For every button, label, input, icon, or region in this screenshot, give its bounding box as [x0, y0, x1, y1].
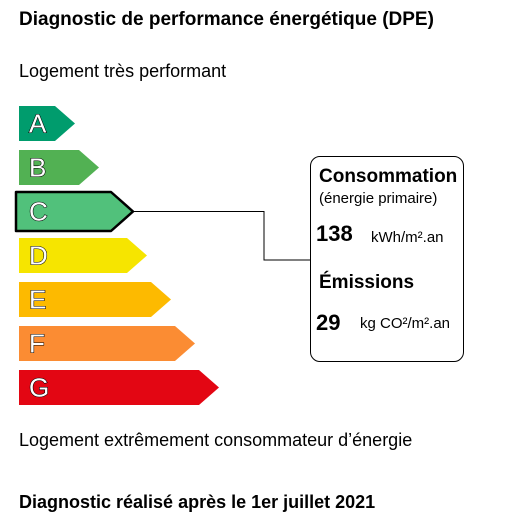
energy-class-letter: F: [29, 329, 45, 359]
emissions-value: 29: [316, 310, 341, 335]
energy-class-arrow: [19, 106, 75, 141]
energy-class-c: C: [14, 190, 135, 233]
energy-class-f: F: [19, 326, 195, 361]
emissions-title: Émissions: [319, 272, 415, 293]
consumption-value: 138: [316, 221, 353, 246]
energy-class-letter: C: [29, 197, 48, 227]
diagnostic-date-note: Diagnostic réalisé après le 1er juillet …: [19, 492, 376, 512]
energy-class-letter: G: [29, 373, 49, 403]
consumption-unit: kWh/m².an: [371, 229, 444, 246]
consumption-panel: Consommation (énergie primaire) 138 kWh/…: [310, 156, 464, 362]
page-title: Diagnostic de performance énergétique (D…: [19, 9, 434, 30]
consumption-subtitle: (énergie primaire): [319, 190, 438, 207]
energy-class-e: E: [19, 282, 171, 317]
top-scale-label: Logement très performant: [19, 61, 227, 81]
energy-class-g: G: [19, 370, 219, 405]
energy-class-arrow: [14, 190, 135, 233]
class-connector-line: [133, 211, 310, 261]
energy-class-letter: A: [29, 109, 47, 139]
energy-class-a: A: [19, 106, 75, 141]
energy-class-letter: D: [29, 241, 48, 271]
energy-class-arrow: [19, 238, 147, 273]
consumption-title: Consommation: [319, 166, 458, 187]
energy-class-letter: E: [29, 285, 46, 315]
emissions-unit: kg CO²/m².an: [360, 315, 451, 332]
energy-class-b: B: [19, 150, 99, 185]
energy-class-d: D: [19, 238, 147, 273]
energy-class-letter: B: [29, 153, 46, 183]
energy-class-arrow: [19, 282, 171, 317]
energy-class-arrow: [19, 150, 99, 185]
bottom-scale-label: Logement extrêmement consommateur d’éner…: [19, 430, 413, 450]
energy-class-arrow: [19, 326, 195, 361]
energy-class-arrow: [19, 370, 219, 405]
